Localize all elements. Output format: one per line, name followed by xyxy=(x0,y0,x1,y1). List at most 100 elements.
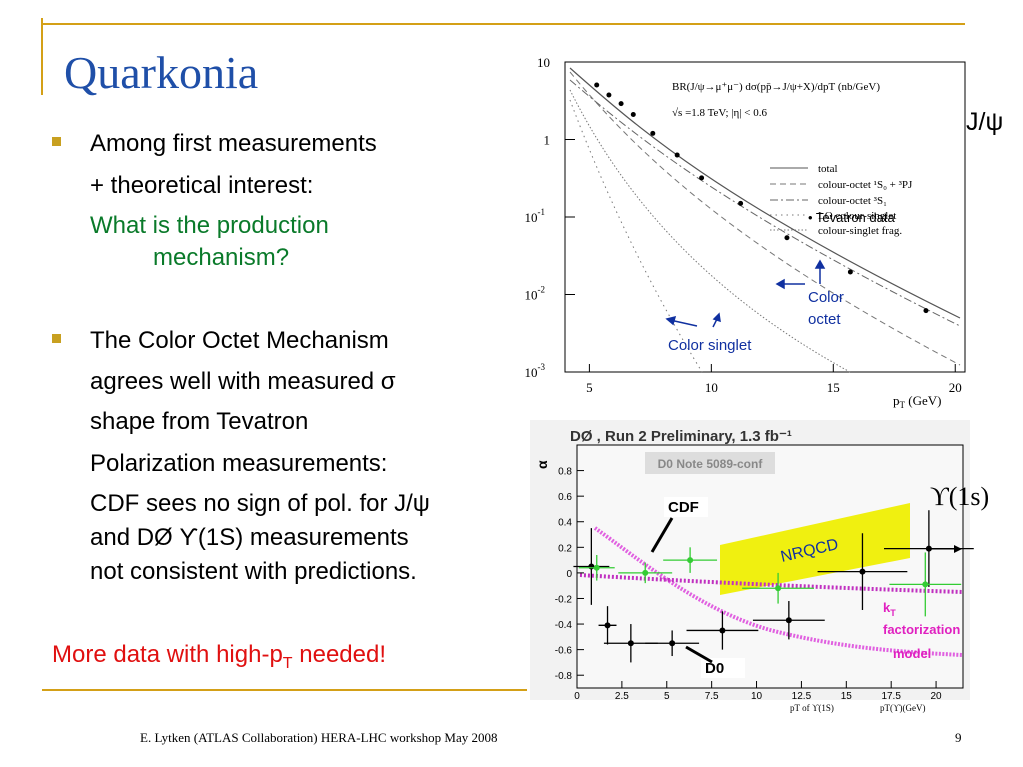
plot-title: BR(J/ψ→μ⁺μ⁻) dσ(pp̄→J/ψ+X)/dpT (nb/GeV) xyxy=(672,81,880,93)
series-label: CDF xyxy=(668,499,699,516)
y-tick-label: -0.8 xyxy=(555,671,573,682)
data-point xyxy=(719,627,726,634)
label-box xyxy=(664,497,708,517)
y-tick-label-exp: -3 xyxy=(538,362,546,372)
annotation: Color singlet xyxy=(668,337,752,354)
y-tick-label-base: 10 xyxy=(525,365,538,380)
arrow xyxy=(685,645,713,664)
y-tick-label-exp: -2 xyxy=(538,285,546,295)
data-point xyxy=(738,200,744,206)
annotation: factorization xyxy=(883,622,960,637)
legend-label: LO colour-singlet xyxy=(818,210,896,222)
x-axis-label: pT of ϒ(1S) xyxy=(790,703,834,713)
x-tick-label: 10 xyxy=(705,380,718,395)
arrow-head xyxy=(665,315,677,326)
data-point xyxy=(669,640,676,647)
y-axis-label: α xyxy=(534,460,550,469)
x-tick-label: 0 xyxy=(574,691,580,702)
body-line: Among first measurements xyxy=(90,130,377,157)
y-tick-label: 0.8 xyxy=(558,467,572,478)
legend-label: colour-singlet frag. xyxy=(818,225,902,237)
body-line: not consistent with predictions. xyxy=(90,558,417,585)
body-line: mechanism? xyxy=(153,244,289,271)
body-line: + theoretical interest: xyxy=(90,172,313,199)
curve-lo-singlet xyxy=(569,99,703,373)
upsilon-plot: D0 Note 5089-conf DØ , Run 2 Preliminary… xyxy=(530,420,989,713)
data-point xyxy=(604,622,611,629)
body-line: What is the production xyxy=(90,212,329,239)
curve-octet-s0-pj xyxy=(569,71,961,366)
note: D0 Note 5089-conf xyxy=(658,457,764,471)
x-tick-label: 17.5 xyxy=(881,691,901,702)
label-box xyxy=(701,658,745,678)
data-point xyxy=(593,564,600,571)
x-axis-label-text: (GeV) xyxy=(905,393,941,408)
legend-label: colour-octet ¹S₀ + ³PJ xyxy=(818,179,913,191)
y-tick-label: 10 xyxy=(537,55,550,70)
x-axis-label-sub: T xyxy=(900,400,906,410)
arrow xyxy=(650,517,674,553)
conclusion-sub: T xyxy=(283,655,293,672)
y-tick-label: 10-2 xyxy=(525,285,546,303)
x-axis-label-text: p xyxy=(893,393,900,408)
legend-label: colour-octet ³S₁ xyxy=(818,195,887,207)
series-label: D0 xyxy=(705,660,724,677)
legend-label: total xyxy=(818,163,838,175)
kt-line xyxy=(579,573,963,594)
conclusion-text: More data with high-p xyxy=(52,641,283,668)
annotation: model xyxy=(893,646,931,661)
body-line: and DØ ϒ(1S) measurements xyxy=(90,524,409,551)
plot-subtitle: √s =1.8 TeV; |η| < 0.6 xyxy=(672,107,767,119)
x-tick-label: 12.5 xyxy=(792,691,812,702)
annotation: kT xyxy=(883,600,896,618)
y-tick-label: 10-3 xyxy=(525,362,546,380)
y-tick-label: 10-1 xyxy=(525,207,546,225)
y-tick-label: 0.4 xyxy=(558,518,572,529)
plot-label: ϒ(1s) xyxy=(930,482,989,511)
y-tick-label: 0 xyxy=(566,569,572,580)
bullets: Among first measurements + theoretical i… xyxy=(52,130,430,672)
footer: E. Lytken (ATLAS Collaboration) HERA-LHC… xyxy=(140,730,497,745)
plot-label: J/ψ xyxy=(966,108,1003,136)
x-axis-label: pT (GeV) xyxy=(893,393,941,410)
data-point xyxy=(588,563,595,570)
y-tick-label-exp: -1 xyxy=(538,207,546,217)
data-point xyxy=(650,130,656,136)
curve-singlet-frag xyxy=(569,89,851,373)
x-tick-label: 5 xyxy=(664,691,670,702)
y-tick-label: -0.6 xyxy=(555,646,573,657)
y-tick-label-base: 1 xyxy=(544,133,551,148)
data-point xyxy=(922,581,929,588)
y-tick-label: -0.4 xyxy=(555,620,573,631)
body-line: CDF sees no sign of pol. for J/ψ xyxy=(90,490,430,517)
y-tick-label-base: 10 xyxy=(525,288,538,303)
annotation-text: k xyxy=(883,600,891,615)
annotation-sub: T xyxy=(890,608,896,618)
data-point xyxy=(594,82,600,88)
slide-title: Quarkonia xyxy=(64,47,258,98)
x-tick-label: 2.5 xyxy=(615,691,629,702)
data-point xyxy=(699,175,705,181)
note-box xyxy=(645,452,775,474)
arrow-head xyxy=(712,312,721,323)
arrow-head xyxy=(775,278,785,290)
x-tick-label: 7.5 xyxy=(705,691,719,702)
data-point xyxy=(606,92,612,98)
arrows xyxy=(665,259,826,328)
body-line: Polarization measurements: xyxy=(90,450,387,477)
y-tick-label-base: 10 xyxy=(525,210,538,225)
y-tick-label: 0.6 xyxy=(558,492,572,503)
kt-band xyxy=(593,526,963,657)
curve-total xyxy=(569,67,961,319)
data-point xyxy=(618,101,624,107)
data-point xyxy=(923,308,929,314)
x-tick-label: 15 xyxy=(841,691,853,702)
body-line: shape from Tevatron xyxy=(90,408,308,435)
data-point xyxy=(642,569,649,576)
bullet xyxy=(52,137,61,146)
y-tick-label: 0.2 xyxy=(558,543,572,554)
y-tick-label: -0.2 xyxy=(555,594,573,605)
data-point xyxy=(674,152,680,158)
data-point xyxy=(627,640,634,647)
data-point xyxy=(775,585,782,592)
